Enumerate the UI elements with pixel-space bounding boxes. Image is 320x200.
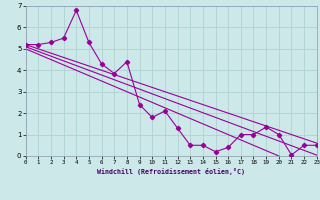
X-axis label: Windchill (Refroidissement éolien,°C): Windchill (Refroidissement éolien,°C) — [97, 168, 245, 175]
